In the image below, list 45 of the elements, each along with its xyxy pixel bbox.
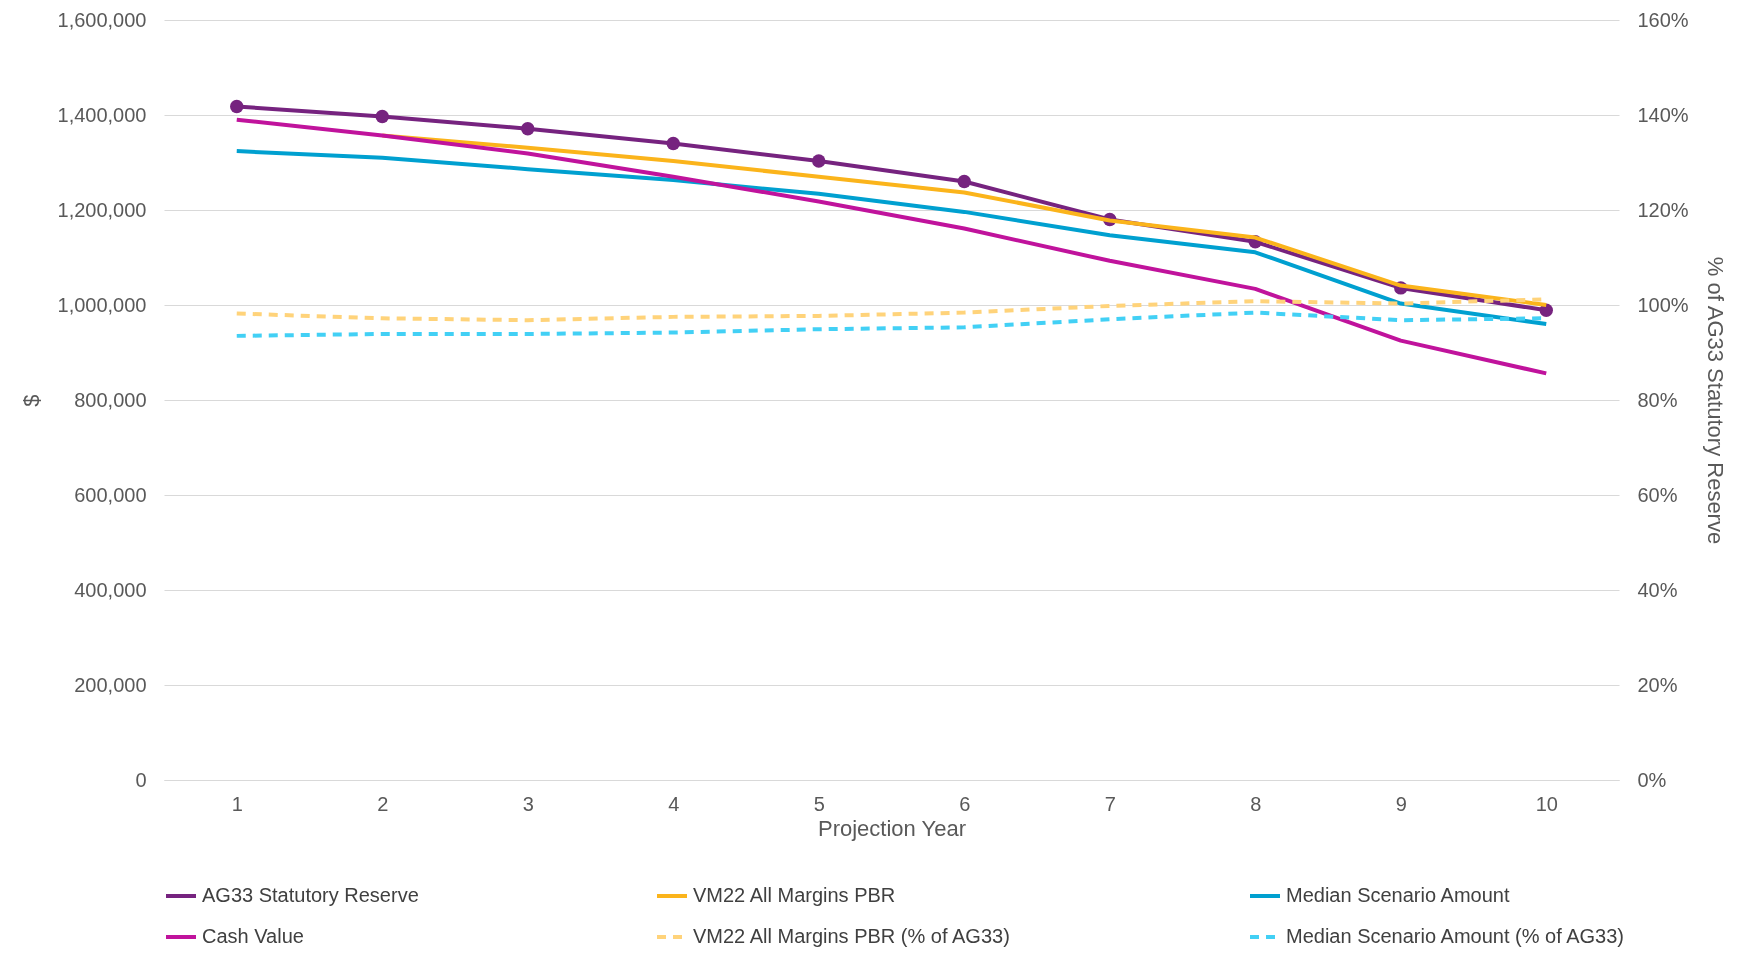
y2-tick-label: 120%	[1637, 198, 1689, 221]
y-axis-title: $	[18, 394, 44, 407]
legend-label: VM22 All Margins PBR (% of AG33)	[693, 925, 1010, 947]
x-tick-label: 4	[668, 792, 680, 815]
point	[666, 136, 680, 151]
x-tick-label: 2	[377, 792, 389, 815]
point	[375, 109, 389, 124]
y2-tick-label: 40%	[1637, 578, 1678, 601]
y2-tick-label: 0%	[1637, 768, 1667, 791]
x-tick-label: 7	[1104, 792, 1116, 815]
legend-label: AG33 Statutory Reserve	[202, 884, 419, 906]
y-tick-label: 800,000	[74, 388, 147, 411]
legend-label: VM22 All Margins PBR	[693, 884, 896, 906]
point	[812, 154, 826, 168]
y-tick-label: 0	[135, 768, 147, 791]
y2-tick-label: 160%	[1637, 8, 1689, 31]
y-tick-label: 200,000	[74, 673, 147, 696]
y2-tick-label: 140%	[1637, 103, 1689, 126]
x-tick-label: 9	[1395, 792, 1407, 815]
y-tick-label: 400,000	[74, 578, 147, 601]
y2-tick-label: 100%	[1637, 293, 1689, 316]
x-axis-title: Projection Year	[818, 815, 966, 841]
line-series	[234, 117, 1549, 376]
x-tick-label: 8	[1250, 792, 1262, 815]
x-tick-label: 6	[959, 792, 971, 815]
y2-tick-label: 80%	[1637, 388, 1678, 411]
legend-label: Median Scenario Amount	[1286, 884, 1510, 906]
x-tick-label: 5	[813, 792, 825, 815]
point	[521, 122, 535, 136]
y-tick-label: 600,000	[74, 483, 147, 506]
y-tick-label: 1,400,000	[57, 103, 147, 126]
legend-label: Cash Value	[202, 925, 304, 947]
point	[230, 99, 244, 114]
y-tick-label: 1,600,000	[57, 8, 147, 31]
legend-label: Median Scenario Amount (% of AG33)	[1286, 925, 1624, 947]
y2-tick-label: 20%	[1637, 673, 1678, 696]
y2-tick-label: 60%	[1637, 483, 1678, 506]
y2-axis-title: % of AG33 Statutory Reserve	[1702, 256, 1728, 545]
x-tick-label: 3	[522, 792, 534, 815]
line-series	[234, 149, 1549, 326]
x-tick-label: 10	[1535, 792, 1558, 815]
point	[957, 174, 971, 189]
x-tick-label: 1	[231, 792, 243, 815]
y-tick-label: 1,200,000	[57, 198, 147, 221]
y-tick-label: 1,000,000	[57, 293, 147, 316]
